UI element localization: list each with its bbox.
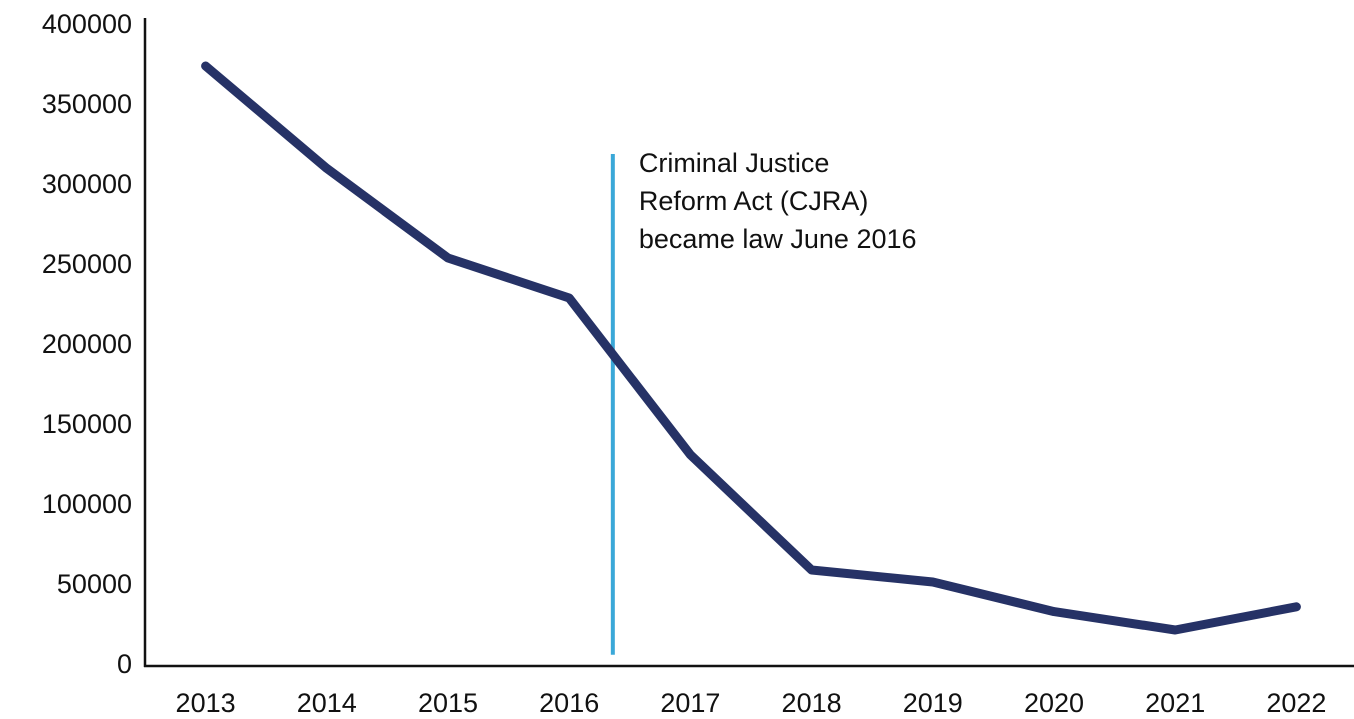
x-tick-label: 2022 (1266, 688, 1326, 718)
x-tick-label: 2021 (1145, 688, 1205, 718)
y-tick-label: 0 (117, 649, 132, 679)
y-tick-label: 300000 (42, 169, 132, 199)
x-tick-label: 2018 (782, 688, 842, 718)
annotation-text: became law June 2016 (639, 224, 917, 254)
annotation-text: Reform Act (CJRA) (639, 186, 869, 216)
y-tick-label: 150000 (42, 409, 132, 439)
x-tick-label: 2013 (176, 688, 236, 718)
y-tick-label: 400000 (42, 9, 132, 39)
y-tick-label: 350000 (42, 89, 132, 119)
y-tick-label: 200000 (42, 329, 132, 359)
x-tick-label: 2014 (297, 688, 357, 718)
x-tick-label: 2020 (1024, 688, 1084, 718)
x-tick-label: 2015 (418, 688, 478, 718)
data-line (201, 61, 1301, 635)
x-tick-label: 2017 (660, 688, 720, 718)
x-tick-label: 2016 (539, 688, 599, 718)
y-tick-label: 250000 (42, 249, 132, 279)
x-tick-label: 2019 (903, 688, 963, 718)
annotation-text: Criminal Justice (639, 148, 830, 178)
y-tick-label: 50000 (57, 569, 132, 599)
y-tick-label: 100000 (42, 489, 132, 519)
